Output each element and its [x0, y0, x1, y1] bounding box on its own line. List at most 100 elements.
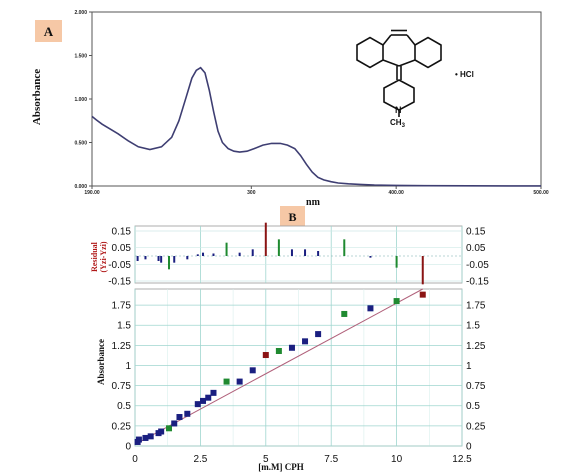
molecule-methyl: CH3	[390, 118, 406, 129]
residual-bar-blue	[144, 256, 147, 260]
data-point-green	[223, 378, 230, 385]
panel-b-y-tick-label-left: 0.75	[112, 381, 132, 392]
data-point-blue	[315, 331, 322, 338]
residual-tick-label-left: 0.15	[112, 227, 132, 238]
panel-a-spectrum-line	[91, 66, 541, 187]
panel-b-label-box	[280, 206, 305, 226]
panel-b-y-tick-label-left: 0.5	[117, 401, 131, 412]
residual-bar-red	[264, 222, 267, 256]
panel-a-y-tick-label: 0.500	[74, 141, 87, 147]
data-point-red	[262, 352, 269, 359]
data-point-blue	[147, 433, 154, 440]
residual-bar-green	[395, 256, 398, 268]
residual-bar-blue	[251, 249, 254, 256]
panel-a-y-tick-label: 2.000	[74, 10, 87, 16]
data-point-blue	[194, 401, 201, 408]
residual-bar-green	[343, 239, 346, 256]
panel-b-label: B	[288, 210, 296, 224]
residual-bar-blue	[173, 256, 176, 263]
residual-tick-label-right: -0.15	[466, 277, 489, 288]
data-point-blue	[142, 434, 149, 441]
residual-tick-label-left: -0.15	[108, 277, 131, 288]
panel-b-y-tick-label-right: 0	[466, 442, 472, 453]
residual-bar-blue	[317, 251, 320, 256]
panel-b-x-tick-label: 12.5	[452, 454, 472, 465]
panel-a-x-tick-label: 500.00	[533, 190, 549, 196]
panel-b-y-tick-label-right: 1.5	[466, 321, 480, 332]
panel-b-y-tick-label-right: 0.5	[466, 401, 480, 412]
residual-plot-frame	[134, 225, 463, 284]
data-point-green	[341, 310, 348, 317]
panel-a-y-axis-label: Absorbance	[31, 69, 43, 125]
data-point-green	[166, 425, 173, 432]
panel-b-x-tick-label: 7.5	[324, 454, 338, 465]
residual-bar-green	[277, 239, 280, 256]
panel-a-label-box	[35, 20, 62, 42]
panel-a-x-axis-label: nm	[306, 197, 321, 208]
data-point-blue	[236, 378, 243, 385]
panel-b-residual-label-2: (Yzi-Yzi)	[99, 241, 108, 272]
data-point-blue	[302, 338, 309, 345]
molecule-structure	[356, 29, 442, 117]
residual-bar-blue	[212, 253, 215, 256]
residual-tick-label-left: -0.05	[108, 260, 131, 271]
panel-a-x-tick-label: 190.00	[84, 190, 100, 196]
panel-b-y-axis-label: Absorbance	[96, 339, 106, 385]
data-point-blue	[205, 394, 212, 401]
panel-b-y-tick-label-left: 1.75	[112, 301, 132, 312]
residual-bar-blue	[186, 256, 189, 260]
panel-b-chart: B 0 2.5 5 7.5 10 12.50 00.25 0.250.5 0.50.75 0.75…	[90, 206, 489, 472]
data-point-blue	[200, 397, 207, 404]
data-point-blue	[288, 344, 295, 351]
residual-tick-label-right: 0.05	[466, 243, 486, 254]
panel-b-y-tick-label-left: 1	[125, 361, 131, 372]
residual-tick-label-right: 0.15	[466, 227, 486, 238]
panel-b-y-tick-label-left: 0	[125, 442, 131, 453]
panel-b-y-tick-label-right: 0.25	[466, 421, 486, 432]
residual-tick-label-right: -0.05	[466, 260, 489, 271]
residual-bar-blue	[369, 256, 372, 258]
panel-b-y-tick-label-right: 1.25	[466, 341, 486, 352]
panel-b-y-tick-label-left: 1.25	[112, 341, 132, 352]
panel-b-y-tick-label-right: 0.75	[466, 381, 486, 392]
residual-bar-blue	[196, 254, 199, 256]
data-point-red	[419, 291, 426, 298]
data-point-green	[275, 347, 282, 354]
panel-b-y-tick-label-left: 1.5	[117, 321, 131, 332]
molecule-salt-label: • HCl	[455, 70, 474, 79]
panel-b-x-axis-label: [m.M] CPH	[258, 462, 303, 472]
panel-b-x-tick-label: 0	[132, 454, 138, 465]
panel-b-y-tick-label-right: 1	[466, 361, 472, 372]
molecule-nitrogen: N	[395, 105, 402, 115]
residual-bar-blue	[238, 252, 241, 256]
panel-b-x-tick-label: 5	[263, 454, 269, 465]
panel-a-y-tick-label: 1.000	[74, 97, 87, 103]
panel-b-x-tick-label: 2.5	[193, 454, 207, 465]
residual-bar-green	[225, 242, 228, 256]
residual-bar-blue	[160, 256, 163, 263]
panel-a-y-tick-label: 1.500	[74, 54, 87, 60]
data-point-blue	[171, 420, 178, 427]
panel-a-label: A	[44, 24, 54, 39]
residual-bar-blue	[136, 256, 139, 261]
residual-bar-blue	[202, 252, 205, 256]
residual-tick-label-left: 0.05	[112, 243, 132, 254]
panel-b-y-tick-label-right: 1.75	[466, 301, 486, 312]
residual-bar-blue	[304, 249, 307, 256]
panel-b-residual-label: Residual	[90, 241, 99, 272]
panel-a-chart: A Absorbance nm 0.000 0.500 1.000 1.500 2.00…	[31, 10, 549, 208]
panel-a-x-tick-label: 300	[247, 190, 256, 196]
data-point-blue	[176, 414, 183, 421]
panel-a-plot-frame	[91, 11, 542, 187]
data-point-blue	[210, 389, 217, 396]
data-point-blue	[184, 410, 191, 417]
data-point-green	[393, 298, 400, 305]
residual-bar-blue	[290, 249, 293, 256]
residual-bar-blue	[157, 256, 160, 261]
residual-bar-green	[168, 256, 171, 270]
data-point-blue	[135, 436, 142, 443]
panel-b-fit-line	[134, 288, 423, 445]
residual-bar-red	[421, 256, 424, 285]
panel-a-y-tick-label: 0.000	[74, 184, 87, 190]
data-point-blue	[367, 305, 374, 312]
